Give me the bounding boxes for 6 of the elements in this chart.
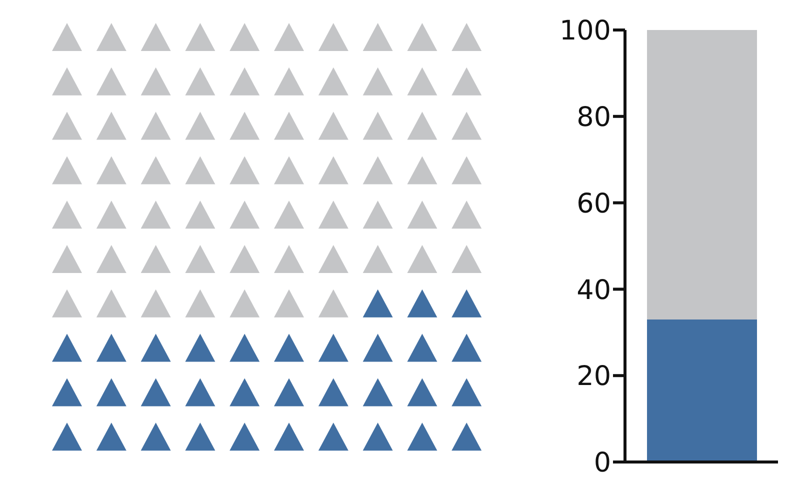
y-tick-label: 60 — [576, 188, 611, 220]
y-tick-label: 40 — [576, 274, 611, 306]
y-tick-label: 20 — [576, 361, 611, 392]
y-tick-label: 80 — [576, 102, 611, 133]
y-tick-label: 100 — [559, 16, 611, 47]
y-tick-label: 0 — [594, 448, 611, 479]
